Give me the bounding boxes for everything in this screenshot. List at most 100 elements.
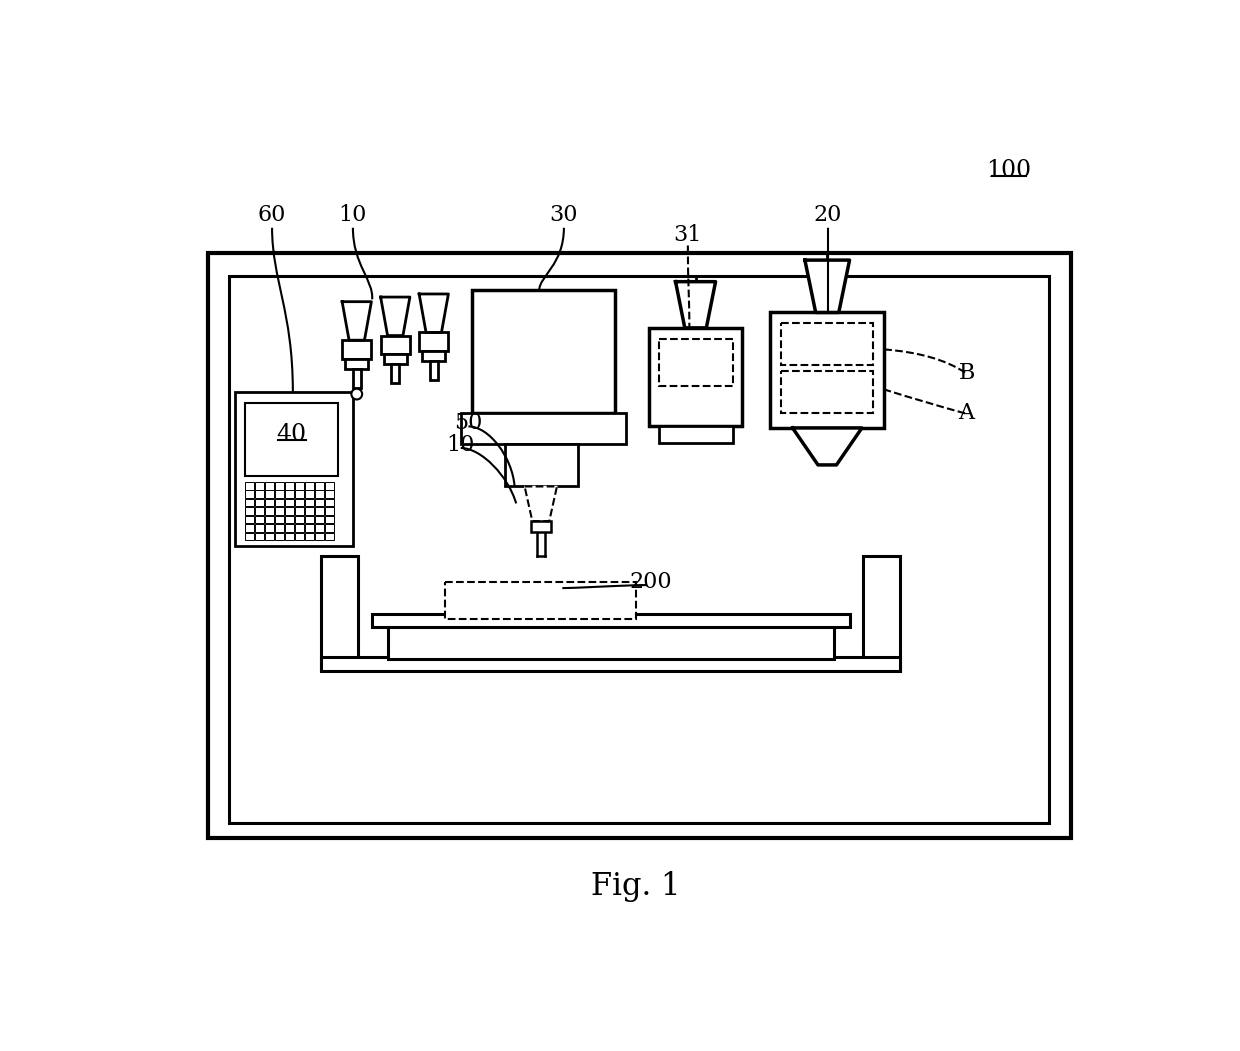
Bar bbox=[255, 499, 264, 507]
Bar bbox=[315, 533, 325, 540]
Bar bbox=[353, 369, 361, 388]
Bar bbox=[315, 508, 325, 515]
Bar bbox=[246, 404, 337, 476]
Text: Fig. 1: Fig. 1 bbox=[590, 870, 681, 902]
Bar bbox=[285, 491, 294, 498]
Bar bbox=[255, 524, 264, 532]
Bar bbox=[770, 312, 884, 428]
Text: 40: 40 bbox=[277, 423, 306, 446]
Bar bbox=[285, 481, 294, 490]
Bar bbox=[461, 413, 626, 445]
Bar bbox=[265, 481, 274, 490]
Text: 30: 30 bbox=[549, 205, 578, 226]
Bar bbox=[295, 491, 304, 498]
Bar bbox=[246, 508, 254, 515]
Bar bbox=[422, 351, 445, 360]
Bar bbox=[305, 491, 315, 498]
Text: 50: 50 bbox=[454, 412, 482, 434]
Bar bbox=[863, 556, 899, 669]
Bar bbox=[325, 499, 335, 507]
Text: 10: 10 bbox=[339, 205, 367, 226]
Bar bbox=[255, 533, 264, 540]
Bar bbox=[255, 508, 264, 515]
Bar bbox=[383, 354, 407, 364]
Bar bbox=[295, 533, 304, 540]
Polygon shape bbox=[525, 487, 557, 521]
Bar bbox=[246, 533, 254, 540]
Bar bbox=[285, 508, 294, 515]
Bar bbox=[531, 521, 551, 532]
Text: 20: 20 bbox=[813, 205, 842, 226]
Bar bbox=[430, 360, 438, 380]
Polygon shape bbox=[676, 282, 715, 328]
Bar bbox=[345, 358, 368, 369]
Bar bbox=[285, 533, 294, 540]
Bar bbox=[781, 324, 873, 365]
Polygon shape bbox=[792, 428, 862, 465]
Bar bbox=[255, 516, 264, 523]
Bar bbox=[472, 290, 615, 413]
Bar bbox=[325, 516, 335, 523]
Bar bbox=[315, 499, 325, 507]
Bar bbox=[445, 582, 636, 619]
Bar bbox=[285, 524, 294, 532]
Bar bbox=[305, 524, 315, 532]
Bar bbox=[275, 524, 284, 532]
Bar bbox=[305, 516, 315, 523]
Bar bbox=[325, 481, 335, 490]
Bar bbox=[658, 427, 733, 444]
Bar bbox=[342, 341, 372, 358]
Bar bbox=[315, 524, 325, 532]
Bar bbox=[236, 392, 353, 545]
Bar bbox=[255, 491, 264, 498]
Bar bbox=[325, 508, 335, 515]
Polygon shape bbox=[805, 260, 849, 312]
Polygon shape bbox=[381, 297, 410, 335]
Bar bbox=[265, 508, 274, 515]
Bar bbox=[246, 481, 254, 490]
Bar bbox=[246, 516, 254, 523]
Bar bbox=[325, 491, 335, 498]
Bar bbox=[295, 524, 304, 532]
Bar bbox=[315, 491, 325, 498]
Circle shape bbox=[351, 389, 362, 399]
Bar bbox=[246, 491, 254, 498]
Bar bbox=[315, 481, 325, 490]
Bar bbox=[315, 516, 325, 523]
Text: 31: 31 bbox=[673, 225, 702, 247]
Bar bbox=[321, 556, 358, 669]
Bar bbox=[372, 614, 849, 627]
Bar bbox=[392, 364, 399, 384]
Bar bbox=[208, 253, 1070, 839]
Text: 200: 200 bbox=[630, 571, 672, 593]
Bar bbox=[246, 499, 254, 507]
Bar bbox=[255, 481, 264, 490]
Text: A: A bbox=[959, 403, 975, 425]
Bar bbox=[388, 625, 835, 659]
Bar bbox=[275, 516, 284, 523]
Bar bbox=[781, 371, 873, 413]
Bar bbox=[305, 481, 315, 490]
Text: 100: 100 bbox=[986, 159, 1032, 182]
Bar bbox=[275, 481, 284, 490]
Bar bbox=[265, 533, 274, 540]
Bar bbox=[305, 499, 315, 507]
Bar bbox=[295, 499, 304, 507]
Bar bbox=[265, 516, 274, 523]
Bar bbox=[275, 533, 284, 540]
Bar bbox=[229, 276, 1049, 823]
Text: 60: 60 bbox=[258, 205, 286, 226]
Bar bbox=[419, 332, 449, 351]
Bar bbox=[275, 499, 284, 507]
Bar bbox=[275, 491, 284, 498]
Bar bbox=[265, 524, 274, 532]
Polygon shape bbox=[342, 302, 372, 341]
Bar bbox=[285, 516, 294, 523]
Bar bbox=[381, 335, 410, 354]
Bar bbox=[325, 533, 335, 540]
Bar bbox=[295, 481, 304, 490]
Bar bbox=[505, 445, 578, 487]
Bar bbox=[285, 499, 294, 507]
Text: 10: 10 bbox=[446, 434, 475, 456]
Bar bbox=[265, 499, 274, 507]
